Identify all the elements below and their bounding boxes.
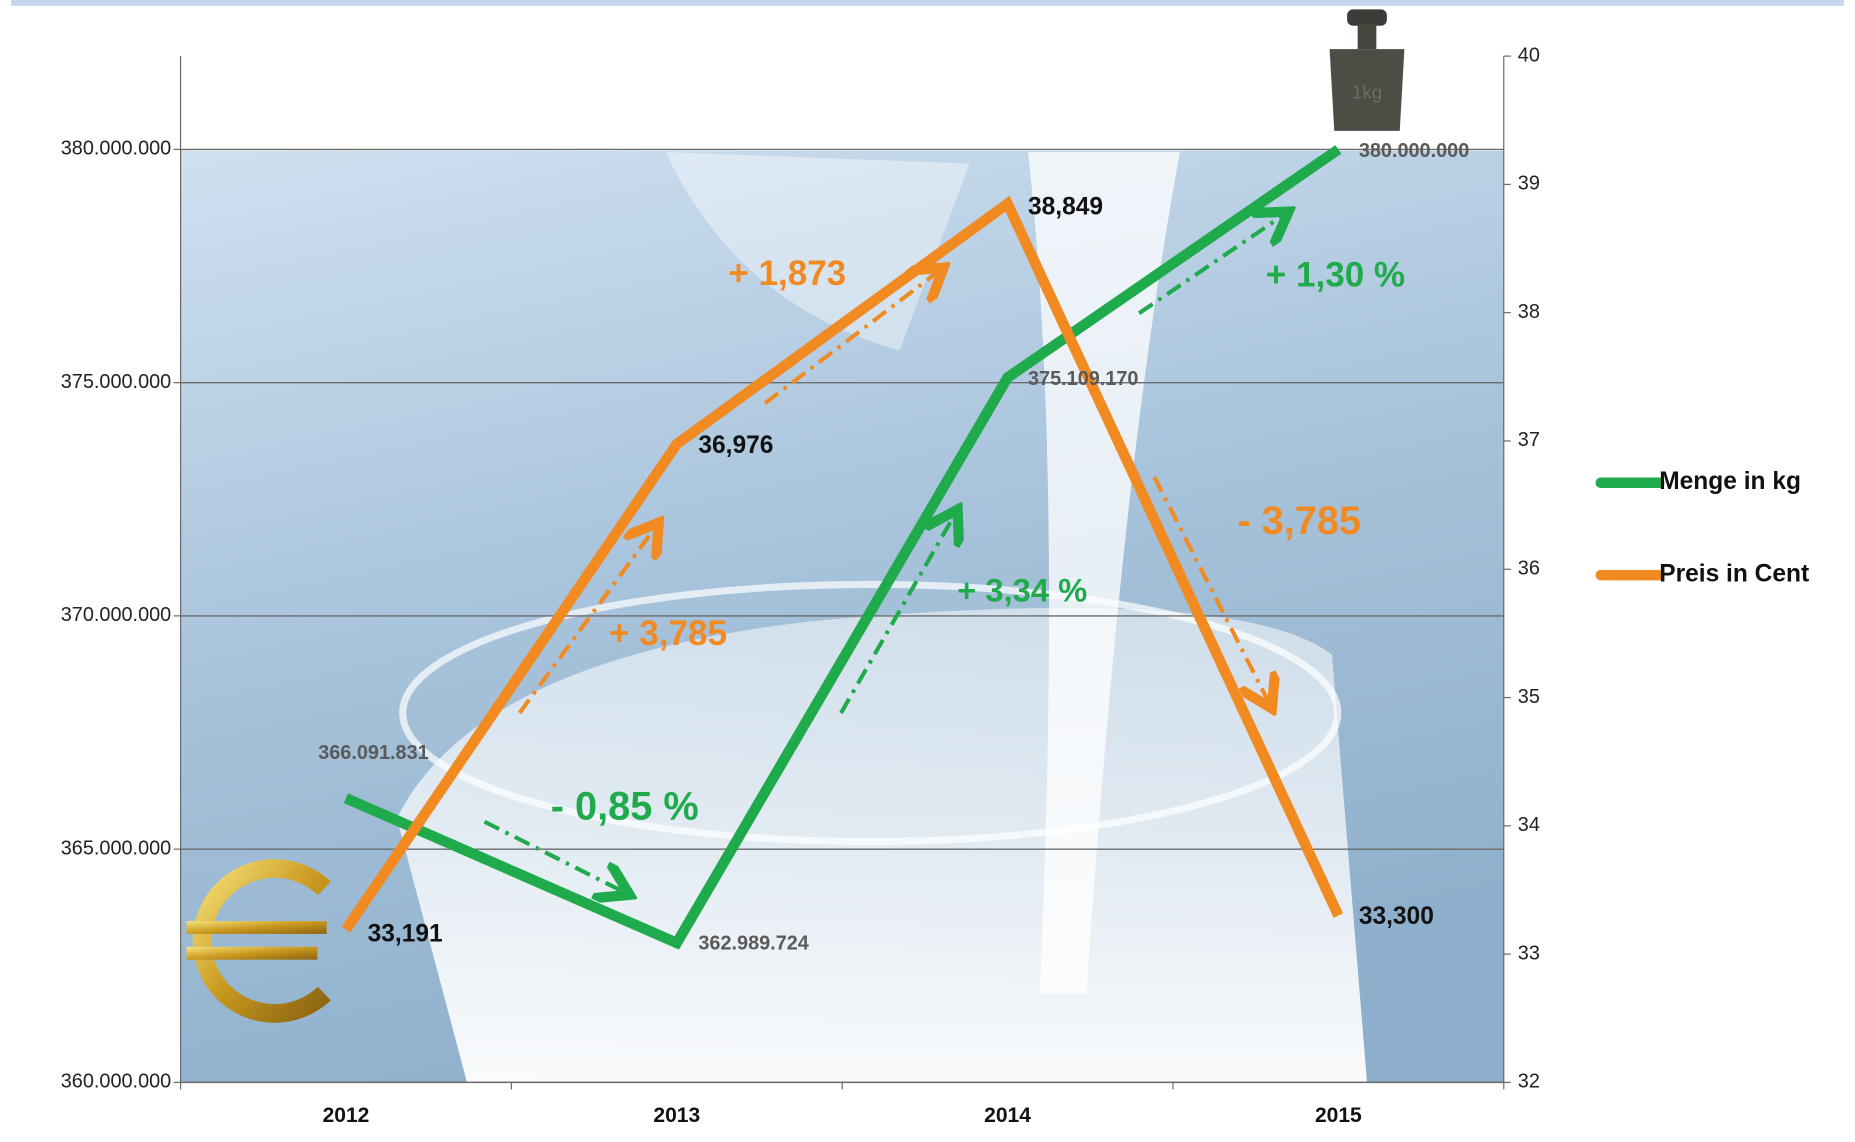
y2-tick-label: 35 [1518,686,1540,708]
y2-tick-label: 34 [1518,814,1540,836]
y2-tick-label: 32 [1518,1071,1540,1093]
y-tick-label: 375.000.000 [61,371,171,393]
annotation: + 3,34 % [957,571,1087,608]
y2-tick-label: 36 [1518,557,1540,579]
y-tick-label: 365.000.000 [61,837,171,859]
y2-tick-label: 39 [1518,173,1540,195]
annotation: - 0,85 % [551,784,699,828]
euro-icon [186,859,331,1023]
y2-tick-label: 37 [1518,429,1540,451]
data-label: 366.091.831 [318,742,428,764]
x-tick-label: 2012 [323,1104,370,1127]
annotation: + 1,30 % [1266,255,1405,294]
svg-text:1kg: 1kg [1352,81,1382,102]
y2-tick-label: 33 [1518,942,1540,964]
x-tick-label: 2015 [1315,1104,1362,1127]
data-label: 33,191 [368,921,443,948]
series-line [343,145,1342,950]
series-line [341,195,1344,933]
data-label: 36,976 [698,432,773,459]
y-tick-label: 360.000.000 [61,1071,171,1093]
x-tick-label: 2014 [984,1104,1031,1127]
data-label: 38,849 [1028,194,1103,221]
y-tick-label: 370.000.000 [61,604,171,626]
data-label: 362.989.724 [698,933,808,955]
data-label: 33,300 [1359,903,1434,930]
trend-arrows [483,214,1285,893]
top-band [11,0,1844,6]
legend-label: Menge in kg [1659,468,1801,495]
y2-tick-label: 40 [1518,44,1540,66]
annotation: - 3,785 [1237,499,1361,543]
y-tick-label: 380.000.000 [61,138,171,160]
x-tick-label: 2013 [653,1104,700,1127]
annotation: + 1,873 [728,254,846,293]
legend-label: Preis in Cent [1659,561,1809,588]
weight-icon: 1kg [1329,9,1405,131]
annotation: + 3,785 [609,614,727,653]
data-label: 375.109.170 [1028,368,1138,390]
data-label: 380.000.000 [1359,140,1469,162]
y2-tick-label: 38 [1518,301,1540,323]
